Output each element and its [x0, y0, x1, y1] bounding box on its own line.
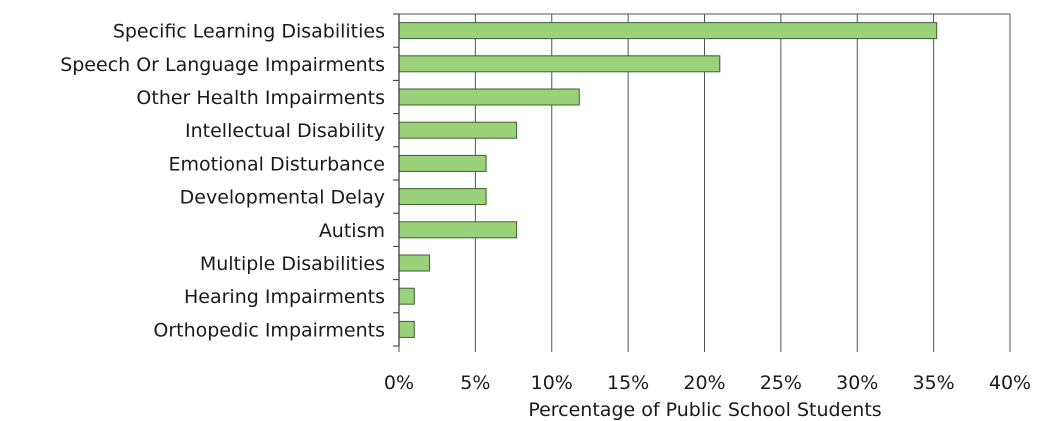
- category-label-3: Intellectual Disability: [185, 120, 385, 142]
- category-label-5: Developmental Delay: [180, 187, 385, 209]
- x-tick-label-6: 30%: [836, 372, 878, 394]
- bar-2: [398, 88, 580, 106]
- x-tick-label-5: 25%: [760, 372, 802, 394]
- x-axis-title: Percentage of Public School Students: [528, 399, 881, 421]
- bar-9: [398, 320, 415, 338]
- bar-8: [398, 287, 415, 305]
- x-tick-label-8: 40%: [989, 372, 1031, 394]
- bar-7: [398, 254, 431, 272]
- x-tick-label-7: 35%: [913, 372, 955, 394]
- label-layer: 0% 5% 10% 15% 20% 25% 30% 35% 40% Specific Learni…: [60, 21, 1031, 394]
- category-label-2: Other Health Impairments: [136, 87, 385, 109]
- category-label-9: Orthopedic Impairments: [153, 319, 385, 341]
- bar-3: [398, 121, 518, 139]
- x-tick-label-1: 5%: [460, 372, 490, 394]
- x-tick-label-0: 0%: [384, 372, 414, 394]
- category-label-1: Speech Or Language Impairments: [60, 54, 385, 76]
- bar-6: [398, 221, 518, 239]
- category-label-8: Hearing Impairments: [184, 286, 385, 308]
- category-label-0: Specific Learning Disabilities: [113, 21, 385, 43]
- bar-0: [398, 22, 938, 40]
- bar-5: [398, 188, 487, 206]
- category-label-4: Emotional Disturbance: [169, 153, 386, 175]
- x-tick-label-3: 15%: [607, 372, 649, 394]
- category-label-6: Autism: [319, 220, 385, 242]
- x-tick-label-4: 20%: [683, 372, 725, 394]
- bar-1: [398, 55, 721, 73]
- axis-layer: [393, 13, 1010, 347]
- bar-layer: [398, 22, 938, 338]
- x-tick-label-2: 10%: [531, 372, 573, 394]
- bar-4: [398, 154, 487, 172]
- category-label-7: Multiple Disabilities: [200, 253, 385, 275]
